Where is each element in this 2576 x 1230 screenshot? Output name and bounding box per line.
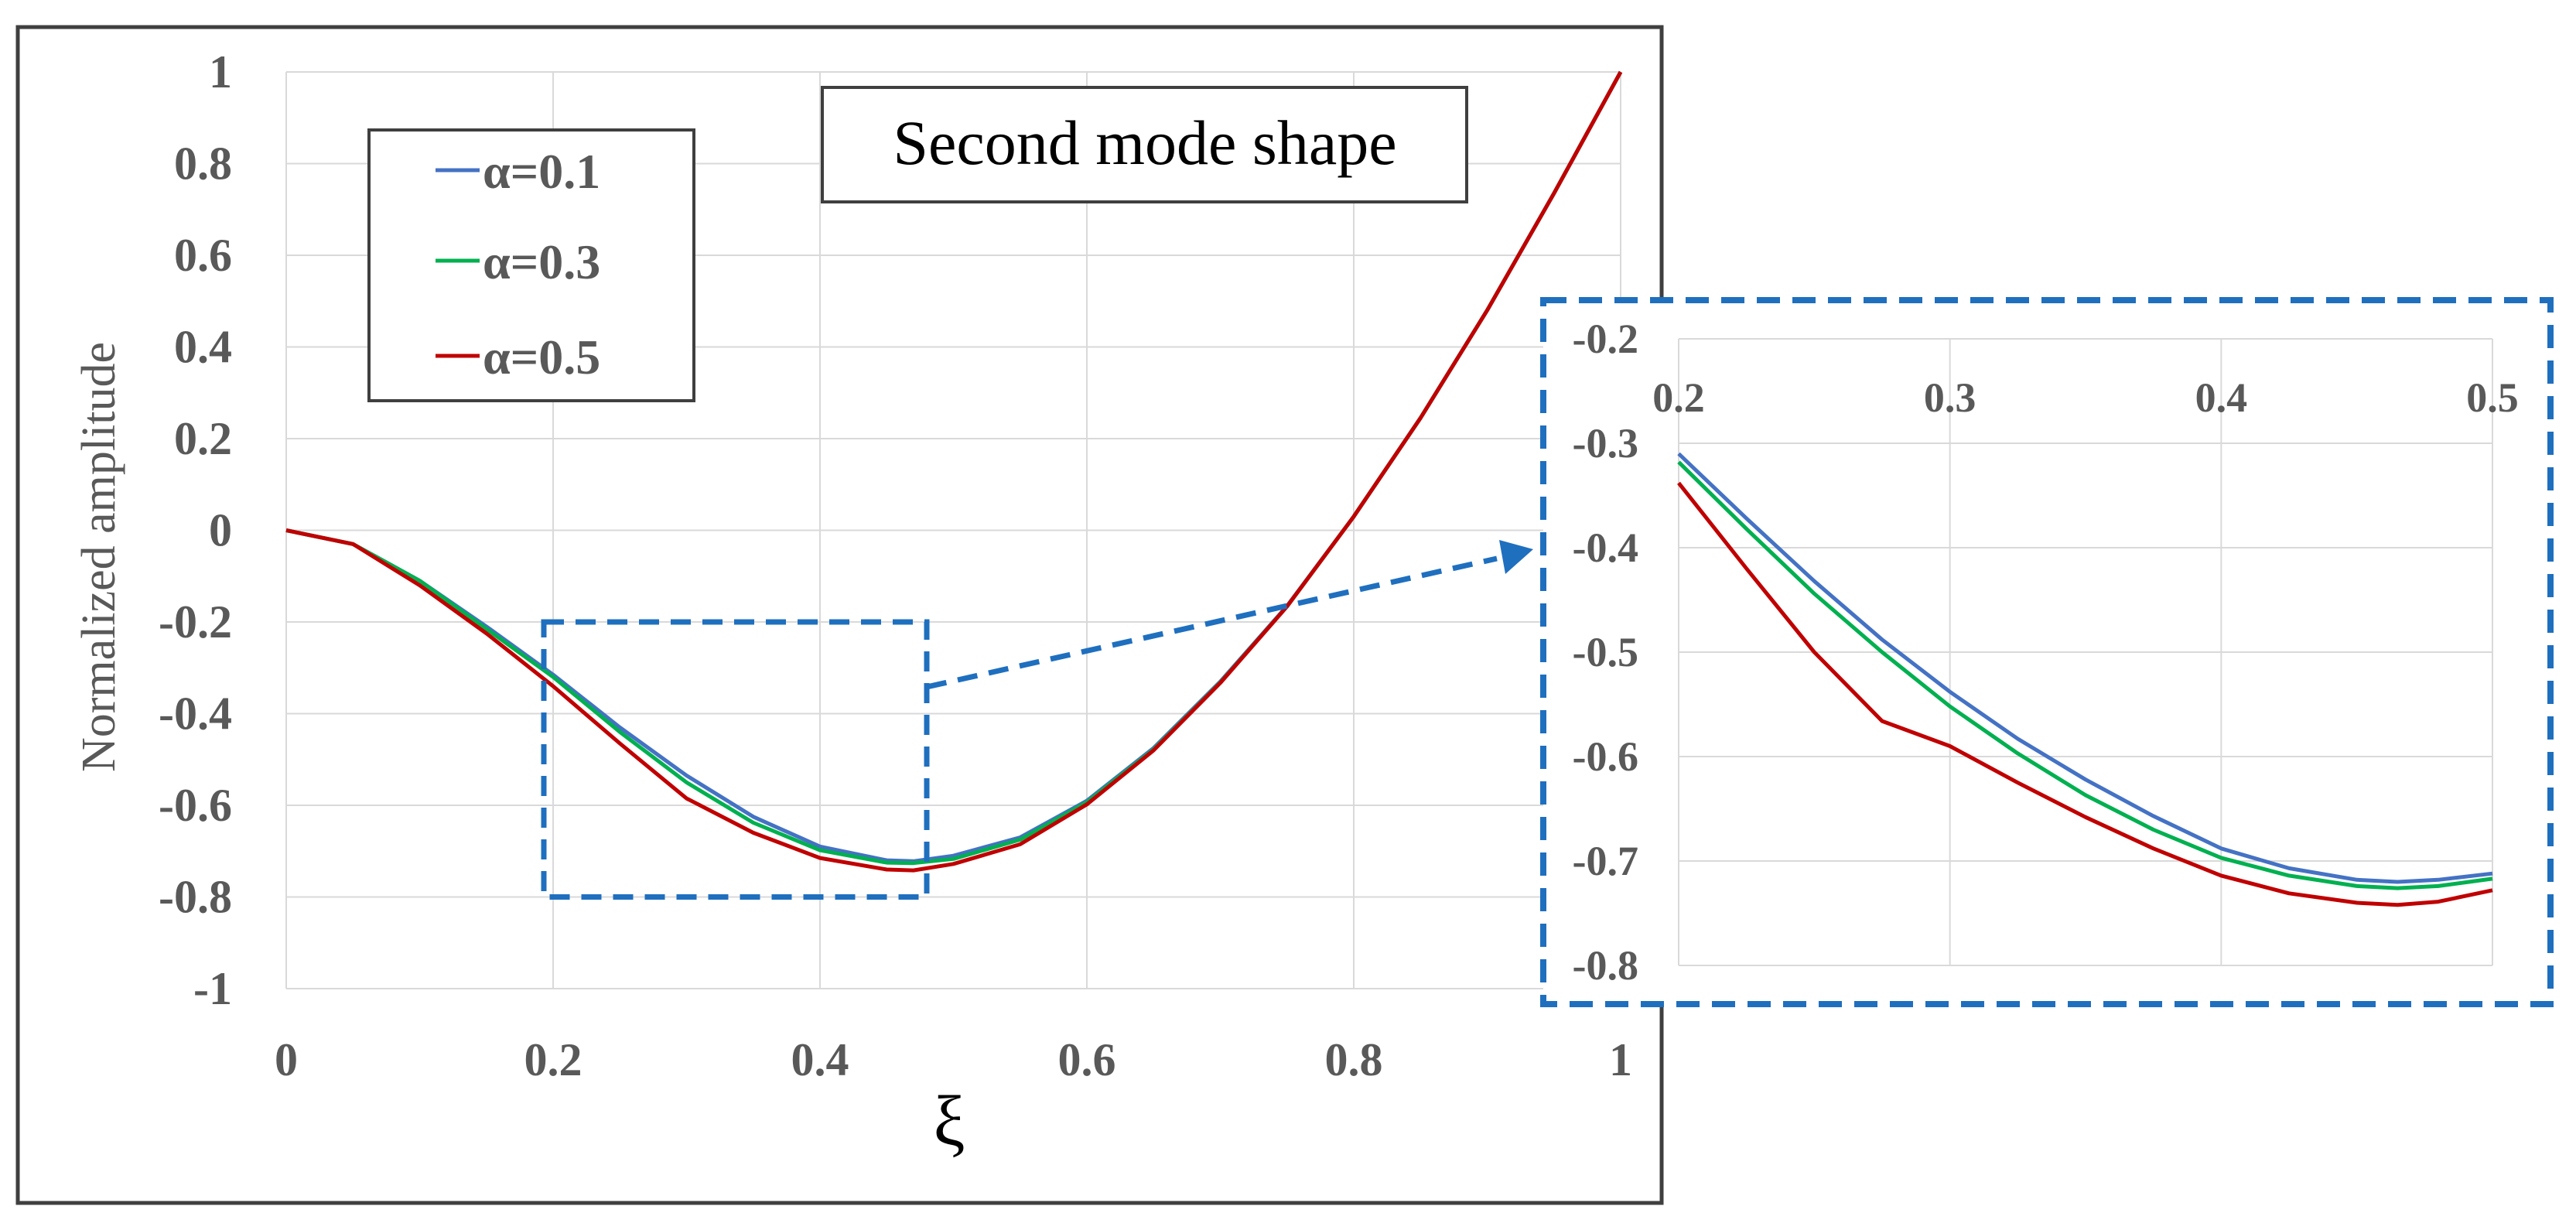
inset-x-tick-label: 0.3 bbox=[1924, 374, 1976, 421]
zoom-connector-arrow bbox=[926, 540, 1533, 690]
legend: α=0.1 α=0.3 α=0.5 bbox=[367, 128, 695, 402]
inset-y-tick-label: -0.3 bbox=[1573, 420, 1638, 466]
x-tick-label: 1 bbox=[1609, 1034, 1632, 1085]
inset-grid bbox=[1678, 338, 2493, 966]
y-tick-label: 0.6 bbox=[174, 230, 232, 281]
inset-chart: 0.2 0.3 0.4 0.5 -0.2-0.3-0.4-0.5-0.6-0.7-0.… bbox=[1540, 297, 2554, 1007]
inset-y-tick-label: -0.4 bbox=[1573, 524, 1638, 571]
x-tick-label: 0 bbox=[275, 1034, 298, 1085]
inset-series-line bbox=[1677, 460, 2493, 890]
inset-lines bbox=[1677, 452, 2493, 907]
y-tick-label: -0.4 bbox=[159, 688, 232, 740]
inset-x-tick-label: 0.4 bbox=[2195, 374, 2248, 421]
inset-series-line bbox=[1677, 452, 2493, 884]
inset-dashed-frame bbox=[1540, 297, 2554, 1007]
inset-y-tick-label: -0.7 bbox=[1573, 838, 1638, 884]
main-y-ticks: 1 0.8 0.6 0.4 0.2 0 -0.2 -0.4 -0.6 -0.8 -1 bbox=[159, 46, 232, 1014]
main-chart-frame bbox=[15, 25, 1664, 1205]
y-tick-label: 0.4 bbox=[174, 322, 232, 373]
main-series-line bbox=[285, 70, 1623, 873]
y-axis-label: Normalized amplitude bbox=[73, 342, 125, 772]
x-tick-label: 0.2 bbox=[524, 1034, 583, 1085]
main-chart: 0 0.2 0.4 0.6 0.8 1 10.80.60.40.20-0.2-0.4-0.… bbox=[15, 25, 1664, 1205]
inset-x-tick-label: 0.2 bbox=[1652, 374, 1705, 421]
y-tick-label: -0.6 bbox=[159, 780, 232, 831]
inset-y-tick-label: -0.6 bbox=[1573, 733, 1638, 780]
inset-y-tick-label: -0.5 bbox=[1573, 629, 1638, 675]
legend-label-alpha-0-1: α=0.1 bbox=[483, 144, 600, 199]
inset-y-ticks: -0.2 -0.3 -0.4 -0.5 -0.6 -0.7 -0.8 bbox=[1573, 316, 1638, 989]
legend-label-alpha-0-5: α=0.5 bbox=[483, 330, 600, 384]
x-tick-label: 0.8 bbox=[1325, 1034, 1383, 1085]
chart-title: Second mode shape bbox=[893, 108, 1396, 178]
main-lines bbox=[285, 70, 1623, 873]
legend-label-alpha-0-3: α=0.3 bbox=[483, 234, 600, 289]
y-tick-label: -0.8 bbox=[159, 872, 232, 923]
x-tick-label: 0.6 bbox=[1058, 1034, 1116, 1085]
inset-series-line bbox=[1677, 481, 2493, 907]
y-tick-label: 0.8 bbox=[174, 138, 232, 190]
inset-x-ticks: 0.2 0.3 0.4 0.5 bbox=[1652, 374, 2519, 421]
x-axis-label: ξ bbox=[933, 1081, 965, 1160]
inset-y-tick-label: -0.2 bbox=[1573, 316, 1638, 362]
y-tick-label: 0 bbox=[209, 505, 232, 556]
inset-y-tick-label: -0.8 bbox=[1573, 942, 1638, 989]
y-tick-label: -0.2 bbox=[159, 596, 232, 647]
main-x-ticks: 0 0.2 0.4 0.6 0.8 1 bbox=[275, 1034, 1632, 1085]
title-box: Second mode shape bbox=[821, 86, 1468, 203]
y-tick-label: -1 bbox=[193, 963, 232, 1014]
x-tick-label: 0.4 bbox=[791, 1034, 849, 1085]
y-tick-label: 1 bbox=[209, 46, 232, 97]
inset-x-tick-label: 0.5 bbox=[2466, 374, 2519, 421]
y-tick-label: 0.2 bbox=[174, 413, 232, 464]
legend-frame bbox=[367, 128, 695, 402]
zoom-region-box bbox=[541, 619, 930, 900]
